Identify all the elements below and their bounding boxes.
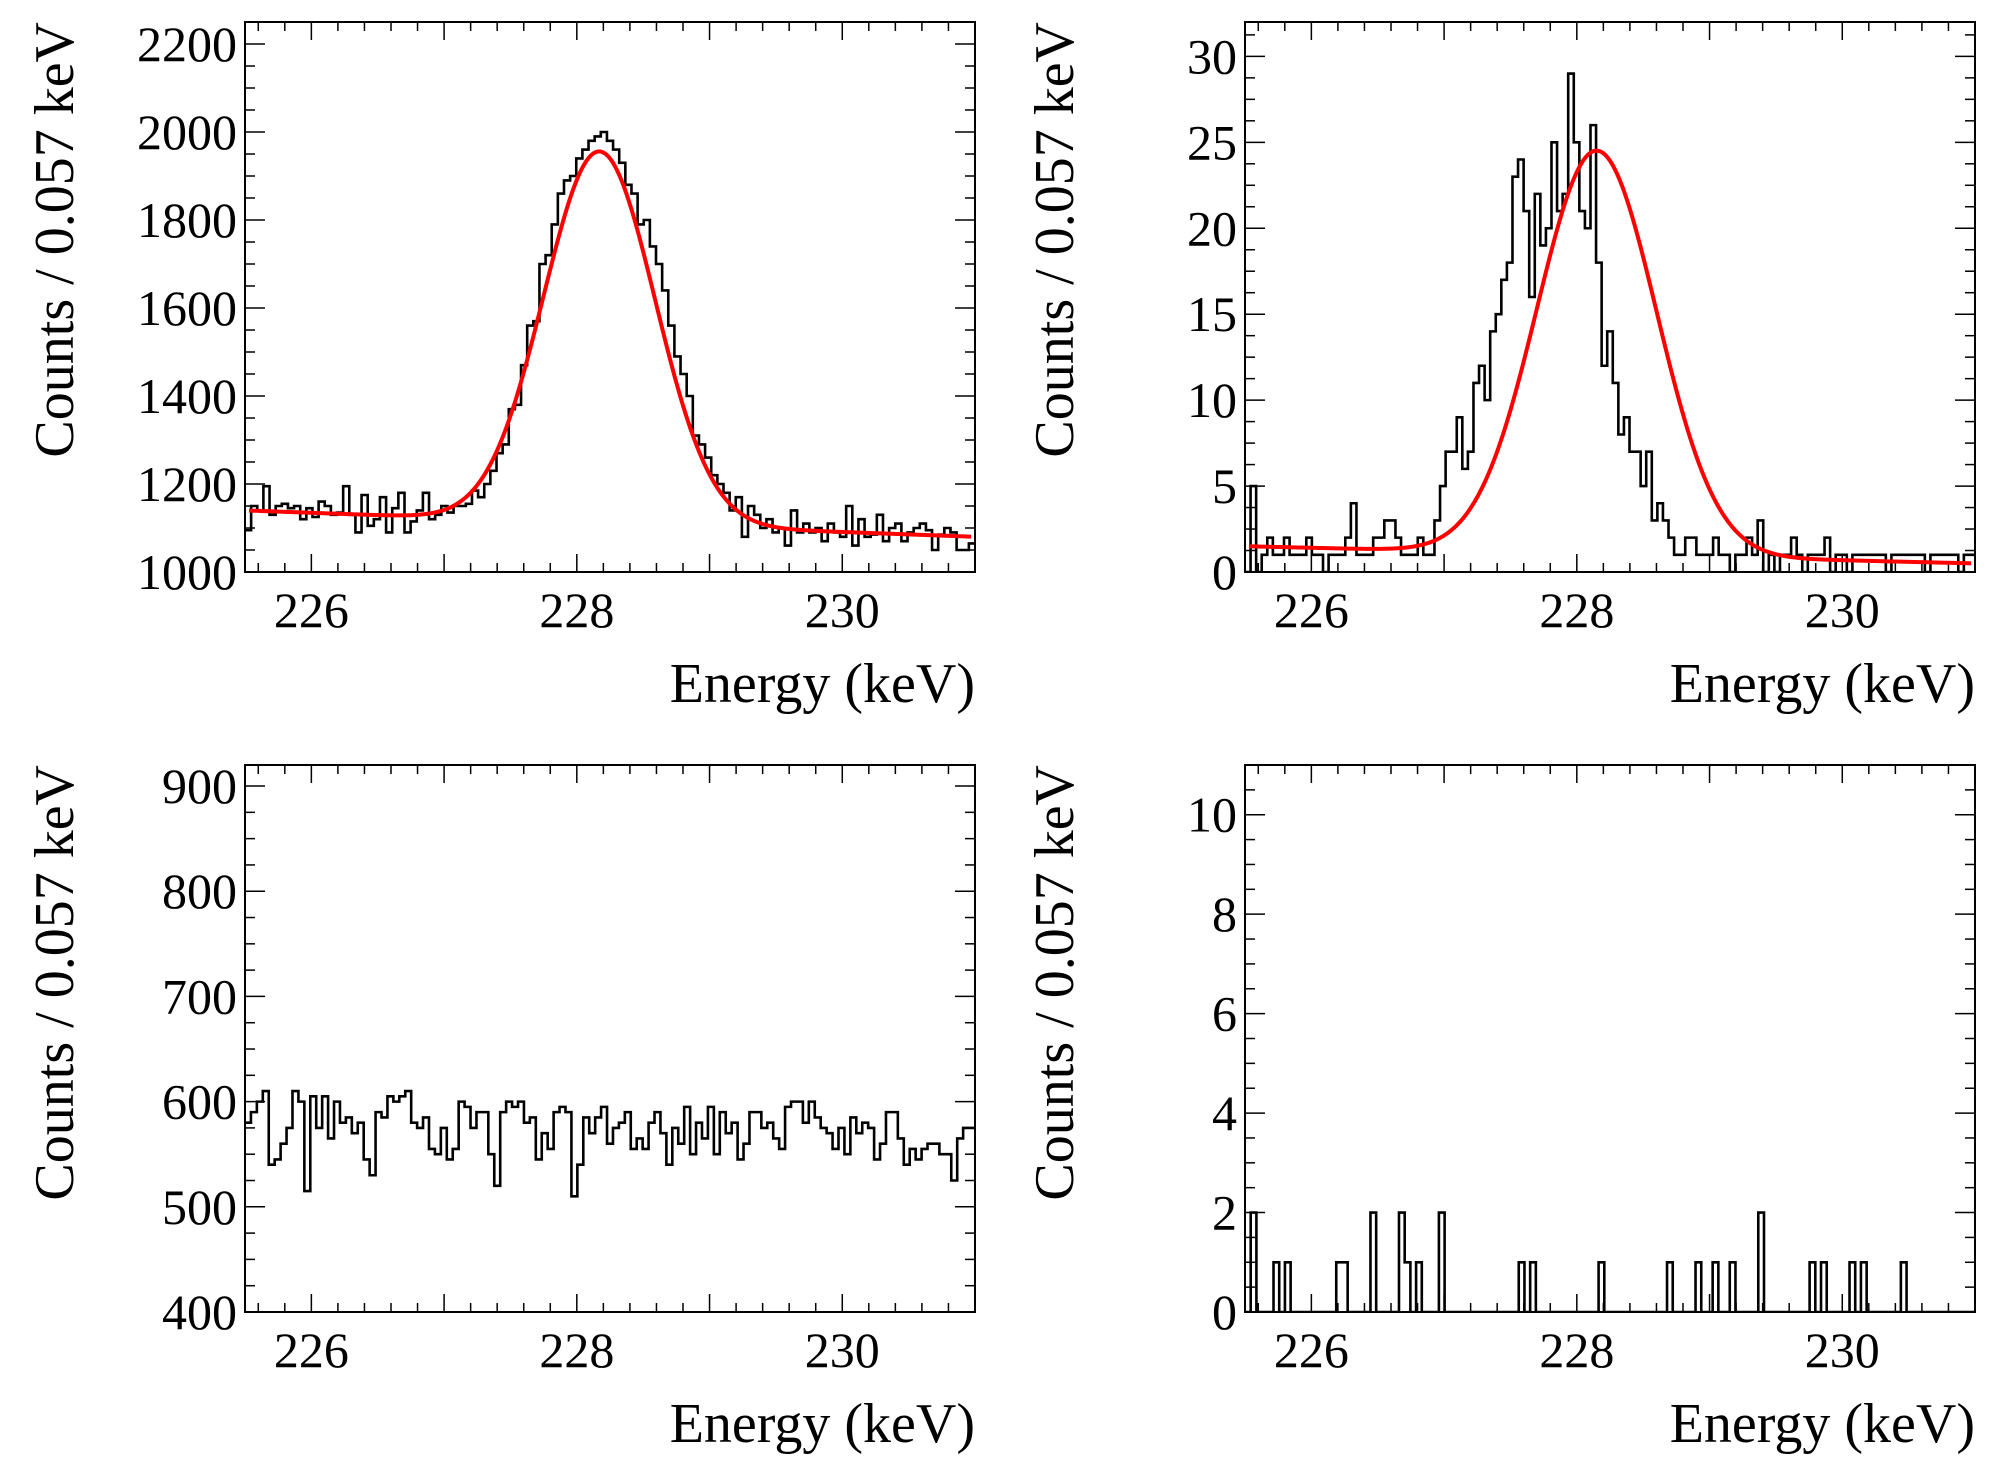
x-tick-label: 230 — [1805, 1322, 1880, 1378]
y-tick-label: 2000 — [137, 104, 237, 160]
y-tick-label: 1800 — [137, 192, 237, 248]
y-tick-label: 600 — [162, 1074, 237, 1130]
plot-area — [1245, 1211, 1975, 1312]
y-tick-label: 15 — [1187, 286, 1237, 342]
x-axis-title: Energy (keV) — [670, 1393, 975, 1455]
y-tick-label: 1600 — [137, 280, 237, 336]
y-tick-label: 8 — [1212, 886, 1237, 942]
y-tick-label: 1000 — [137, 544, 237, 600]
fit-curve — [248, 149, 972, 539]
y-tick-label: 700 — [162, 968, 237, 1024]
y-tick-label: 1400 — [137, 368, 237, 424]
plot-frame — [244, 764, 976, 1313]
plot-area — [245, 1089, 975, 1198]
plot-frame — [1244, 764, 1976, 1313]
y-axis-title: Counts / 0.057 keV — [1024, 765, 1086, 1201]
plot-frame — [1244, 21, 1976, 573]
y-tick-label: 4 — [1212, 1085, 1237, 1141]
x-tick-label: 226 — [1274, 1322, 1349, 1378]
histogram-series — [245, 1089, 975, 1198]
y-tick-label: 6 — [1212, 986, 1237, 1042]
x-tick-label: 228 — [539, 1322, 614, 1378]
y-tick-label: 400 — [162, 1284, 237, 1340]
y-tick-label: 900 — [162, 758, 237, 814]
x-tick-label: 228 — [1539, 582, 1614, 638]
y-tick-label: 30 — [1187, 28, 1237, 84]
x-tick-label: 226 — [274, 1322, 349, 1378]
panel-bottom-right: 226 228 230 0 2 4 6 8 10 Energy (keV) Counts / 0.0… — [1024, 764, 1976, 1455]
y-tick-label: 2200 — [137, 16, 237, 72]
plot-frame — [244, 21, 976, 573]
y-tick-label: 10 — [1187, 787, 1237, 843]
panel-top-right: 226 228 230 0 5 10 15 20 25 30 Energy (keV) Counts … — [1024, 21, 1976, 715]
y-axis-title: Counts / 0.057 keV — [1024, 22, 1086, 458]
x-tick-label: 228 — [1539, 1322, 1614, 1378]
y-tick-label: 500 — [162, 1179, 237, 1235]
fit-curve — [1248, 148, 1972, 566]
histogram-series — [1245, 1211, 1975, 1312]
x-tick-label: 230 — [805, 582, 880, 638]
y-axis-title: Counts / 0.057 keV — [24, 765, 86, 1201]
y-tick-label: 25 — [1187, 114, 1237, 170]
histogram-series — [245, 130, 975, 552]
x-axis-title: Energy (keV) — [1670, 653, 1975, 715]
plot-area — [245, 130, 975, 552]
x-axis-title: Energy (keV) — [670, 653, 975, 715]
y-tick-label: 5 — [1212, 458, 1237, 514]
x-tick-label: 230 — [1805, 582, 1880, 638]
y-tick-label: 20 — [1187, 200, 1237, 256]
y-axis-title: Counts / 0.057 keV — [24, 22, 86, 458]
y-tick-label: 800 — [162, 863, 237, 919]
x-tick-label: 228 — [539, 582, 614, 638]
panel-top-left: 226 228 230 1000 1200 1400 1600 1800 2000 2200 Ene… — [24, 16, 976, 715]
histogram-series — [1245, 72, 1975, 572]
x-tick-label: 230 — [805, 1322, 880, 1378]
x-axis-title: Energy (keV) — [1670, 1393, 1975, 1455]
y-tick-label: 1200 — [137, 456, 237, 512]
y-tick-label: 0 — [1212, 544, 1237, 600]
y-tick-label: 10 — [1187, 372, 1237, 428]
x-tick-label: 226 — [1274, 582, 1349, 638]
plot-area — [1245, 72, 1975, 572]
y-tick-label: 2 — [1212, 1185, 1237, 1241]
y-tick-label: 0 — [1212, 1284, 1237, 1340]
x-tick-label: 226 — [274, 582, 349, 638]
panel-bottom-left: 226 228 230 400 500 600 700 800 900 Energy (keV) C… — [24, 758, 976, 1455]
